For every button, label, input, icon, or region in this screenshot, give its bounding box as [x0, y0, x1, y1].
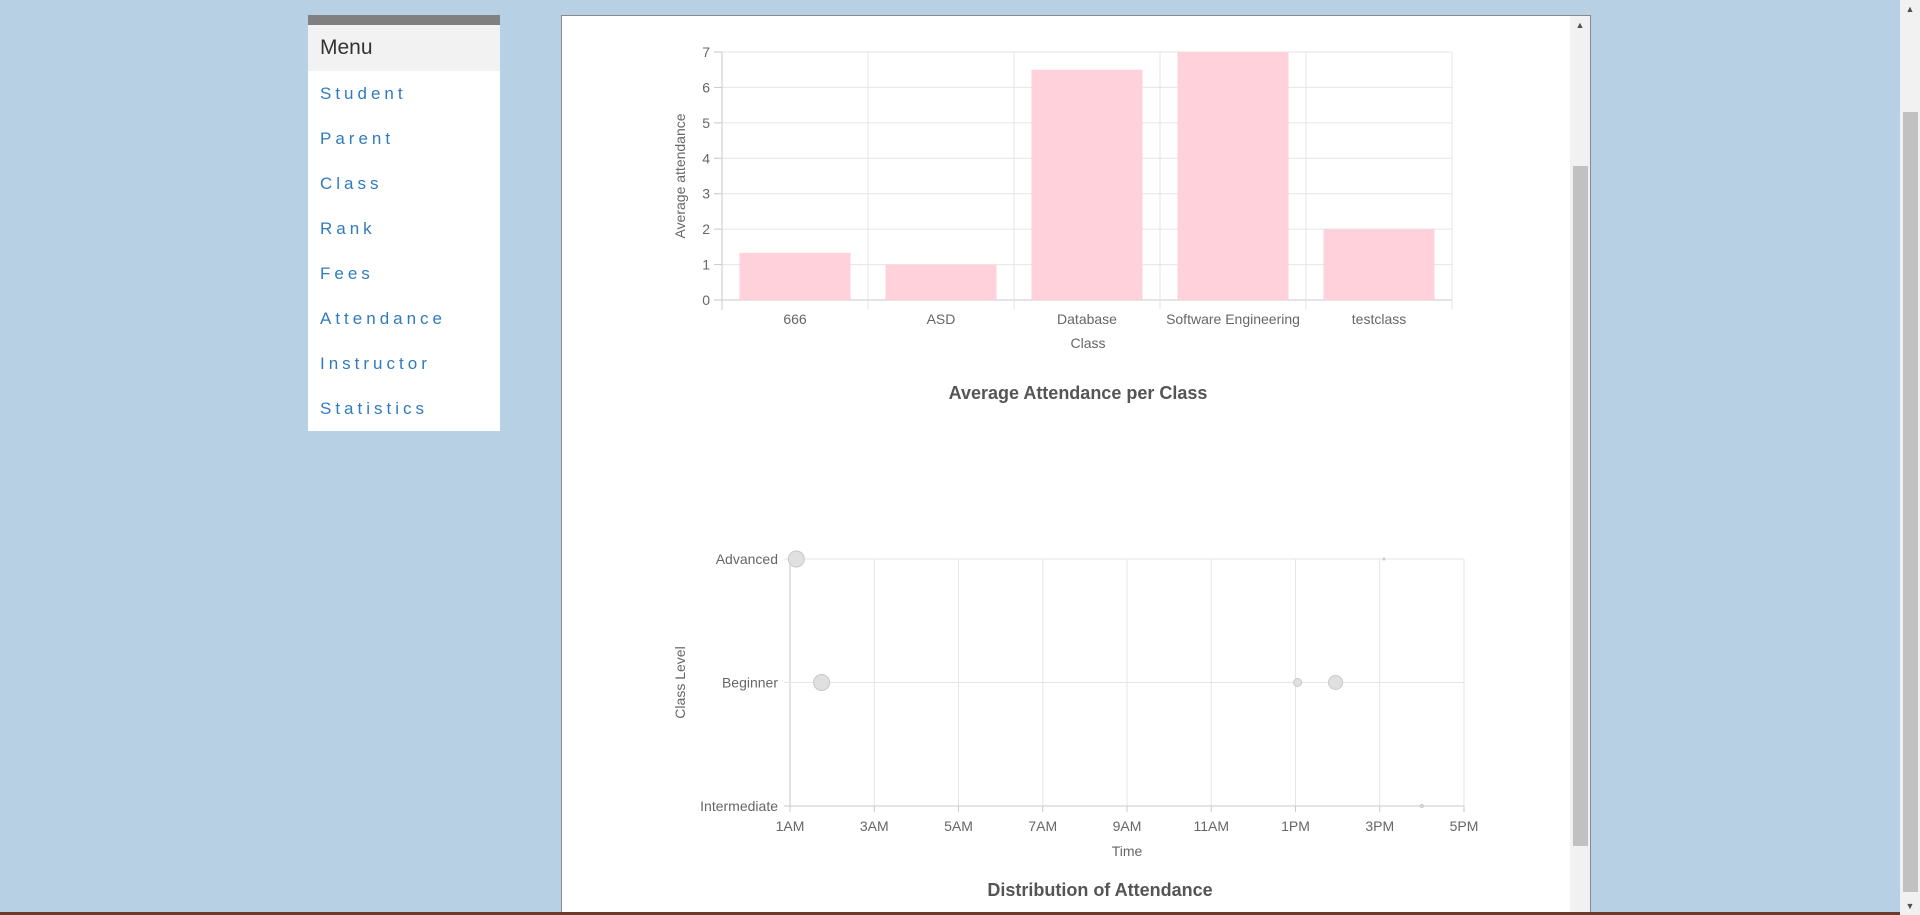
y-tick-label: Advanced — [716, 551, 778, 567]
y-tick-label: 5 — [702, 115, 710, 131]
y-tick-label: Intermediate — [700, 798, 778, 814]
x-tick-label: 5PM — [1450, 818, 1479, 834]
y-tick-label: 4 — [702, 150, 710, 166]
menu-item-fees[interactable]: Fees — [320, 264, 374, 283]
statistics-panel: 0 1 2 3 4 5 6 7 666 ASD Database Software Engineeri… — [561, 15, 1591, 915]
y-tick-label: 7 — [702, 44, 710, 60]
page-scroll-down-icon[interactable]: ▼ — [1905, 901, 1915, 911]
menu-item-instructor[interactable]: Instructor — [320, 354, 431, 373]
sidebar-top-bar — [308, 15, 500, 25]
x-tick-label: 666 — [783, 311, 807, 327]
x-tick-label: 11AM — [1193, 818, 1229, 834]
y-tick-label: 2 — [702, 221, 710, 237]
chart-title: Distribution of Attendance — [987, 880, 1212, 900]
x-tick-label: 5AM — [944, 818, 973, 834]
menu-list: Student Parent Class Rank Fees Attendanc… — [308, 71, 500, 431]
x-tick-label: testclass — [1352, 311, 1406, 327]
y-tick-label: Beginner — [722, 675, 778, 691]
x-tick-label: 3AM — [860, 818, 889, 834]
scroll-up-icon[interactable]: ▲ — [1575, 20, 1585, 30]
x-tick-label: 3PM — [1365, 818, 1394, 834]
menu-item-student[interactable]: Student — [320, 84, 407, 103]
panel-scrollbar[interactable]: ▲ — [1570, 16, 1590, 915]
bar-chart-attendance-per-class: 0 1 2 3 4 5 6 7 666 ASD Database Software Engineeri… — [672, 44, 1453, 403]
bar — [885, 264, 997, 300]
y-tick-label: 3 — [702, 186, 710, 202]
bar — [1323, 229, 1435, 300]
y-axis-title: Class Level — [672, 646, 688, 718]
menu-item-statistics[interactable]: Statistics — [320, 399, 429, 418]
taskbar-edge — [0, 912, 1900, 915]
bubble-point — [813, 674, 831, 691]
menu-item-rank[interactable]: Rank — [320, 219, 376, 238]
bubble-point — [1419, 804, 1424, 808]
bubble-point — [1293, 678, 1303, 687]
bar — [739, 252, 851, 300]
bubble-point — [1382, 557, 1386, 561]
y-axis-title: Average attendance — [672, 113, 688, 238]
y-tick-label: 6 — [702, 79, 710, 95]
page-scroll-up-icon[interactable]: ▲ — [1905, 4, 1915, 14]
bar — [1031, 69, 1143, 300]
menu-item-attendance[interactable]: Attendance — [320, 309, 447, 328]
panel-scroll-thumb[interactable] — [1573, 166, 1588, 846]
bar — [1177, 52, 1289, 300]
menu-title: Menu — [308, 25, 500, 71]
x-axis-title: Class — [1070, 335, 1105, 351]
bubble-point — [787, 550, 805, 568]
x-tick-label: 1AM — [776, 818, 805, 834]
chart-title: Average Attendance per Class — [949, 383, 1208, 403]
page-scroll-thumb[interactable] — [1903, 112, 1918, 892]
x-tick-label: 9AM — [1113, 818, 1142, 834]
x-tick-label: 7AM — [1028, 818, 1057, 834]
y-tick-label: 0 — [702, 292, 710, 308]
y-tick-label: 1 — [702, 257, 710, 273]
sidebar-menu: Menu Student Parent Class Rank Fees Atte… — [308, 15, 500, 431]
page-scrollbar[interactable]: ▲ ▼ — [1900, 0, 1920, 915]
menu-item-class[interactable]: Class — [320, 174, 383, 193]
x-tick-label: Database — [1057, 311, 1117, 327]
x-tick-label: Software Engineering — [1166, 311, 1300, 327]
x-tick-label: 1PM — [1281, 818, 1310, 834]
x-tick-label: ASD — [927, 311, 956, 327]
bubble-chart-attendance-distribution: 1AM 3AM 5AM 7AM 9AM 11AM 1PM 3PM 5PM Advanced Begi… — [672, 550, 1479, 900]
menu-item-parent[interactable]: Parent — [320, 129, 395, 148]
x-axis-title: Time — [1112, 843, 1143, 859]
bubble-point — [1328, 675, 1344, 690]
